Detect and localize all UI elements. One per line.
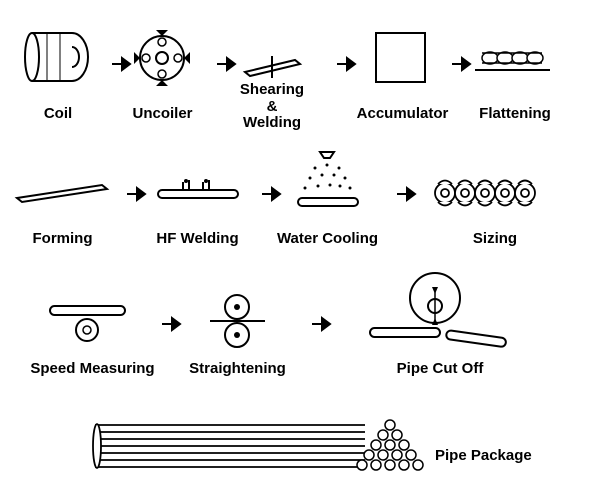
label-water-cooling: Water Cooling: [270, 230, 385, 247]
label-hf-welding: HF Welding: [150, 230, 245, 247]
accumulator-icon: [373, 30, 428, 85]
arrow-icon: [395, 185, 423, 203]
label-pipe-package: Pipe Package: [435, 447, 550, 464]
arrow-icon: [335, 55, 363, 73]
arrow-icon: [160, 315, 188, 333]
coil-icon: [22, 30, 92, 85]
label-uncoiler: Uncoiler: [125, 105, 200, 122]
label-speed-measuring: Speed Measuring: [20, 360, 165, 377]
arrow-icon: [260, 185, 288, 203]
flattening-icon: [470, 40, 555, 80]
forming-icon: [12, 180, 112, 205]
label-accumulator: Accumulator: [350, 105, 455, 122]
uncoiler-icon: [132, 28, 192, 88]
water-cooling-icon: [290, 150, 365, 215]
shearing-welding-icon: [240, 52, 310, 82]
label-forming: Forming: [25, 230, 100, 247]
speed-measuring-icon: [45, 298, 135, 346]
process-flow-diagram: Coil Uncoiler Shearing & Welding Accumul…: [0, 0, 600, 500]
label-coil: Coil: [38, 105, 78, 122]
hf-welding-icon: [153, 178, 243, 208]
sizing-icon: [430, 172, 550, 214]
pipe-package-icon: [90, 415, 435, 477]
label-shearing-welding: Shearing & Welding: [232, 82, 312, 132]
label-flattening: Flattening: [470, 105, 560, 122]
label-straightening: Straightening: [180, 360, 295, 377]
arrow-icon: [215, 55, 243, 73]
arrow-icon: [125, 185, 153, 203]
pipe-cut-off-icon: [365, 270, 515, 355]
arrow-icon: [310, 315, 338, 333]
label-pipe-cut-off: Pipe Cut Off: [385, 360, 495, 377]
label-sizing: Sizing: [465, 230, 525, 247]
straightening-icon: [205, 292, 270, 350]
